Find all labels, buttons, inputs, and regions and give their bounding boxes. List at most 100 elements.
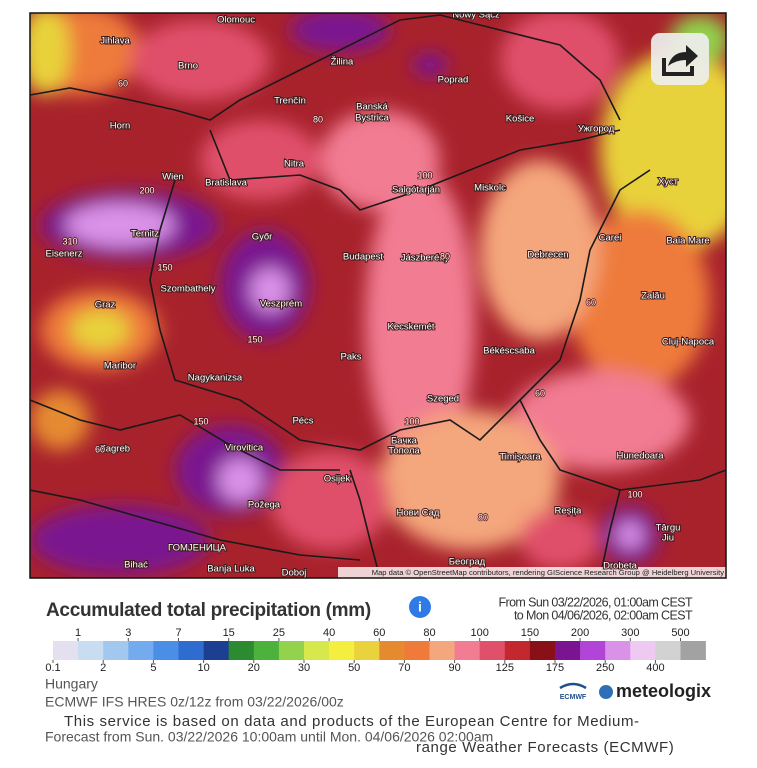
city-label: Reșița	[555, 506, 583, 517]
city-label: Jihlava	[100, 36, 130, 47]
contour-label: 60	[535, 388, 545, 398]
contour-label: 80	[440, 251, 450, 261]
legend-swatch	[128, 641, 154, 660]
disclaimer-line: This service is based on data and produc…	[64, 713, 640, 730]
legend-label: 30	[298, 662, 310, 674]
legend-label: 40	[323, 627, 335, 639]
legend-swatch	[278, 641, 305, 660]
city-label: Бачка	[391, 436, 418, 447]
city-label: Wien	[162, 172, 184, 183]
legend-label: 70	[398, 662, 410, 674]
legend-swatch	[555, 641, 581, 660]
attribution: Map data © OpenStreetMap contributors, r…	[372, 568, 724, 577]
city-label: Košice	[506, 114, 535, 125]
legend-swatch	[580, 641, 606, 660]
city-label: Топола	[388, 446, 420, 457]
legend-swatch	[329, 641, 355, 660]
legend-swatch	[178, 641, 204, 660]
city-label: Pécs	[292, 416, 313, 427]
city-label: Târgu	[656, 523, 681, 534]
legend-swatch	[203, 641, 229, 660]
legend-label: 7	[175, 627, 181, 639]
city-label: Eisenerz	[46, 249, 83, 260]
city-label: Miskolc	[474, 183, 506, 194]
legend-swatch	[655, 641, 681, 660]
precipitation-map: Map data © OpenStreetMap contributors, r…	[30, 10, 726, 578]
city-label: Jiu	[662, 533, 674, 544]
disclaimer-line: range Weather Forecasts (ECMWF)	[416, 739, 674, 756]
contour-label: 100	[417, 170, 432, 180]
city-label: Debrecen	[527, 250, 568, 261]
legend-swatch	[253, 641, 280, 660]
contour-label: 150	[157, 262, 172, 272]
legend-label: 300	[621, 627, 639, 639]
legend-swatch	[103, 641, 129, 660]
city-label: Graz	[95, 300, 116, 311]
legend-swatch	[379, 641, 405, 660]
city-label: Bihać	[124, 560, 148, 571]
city-label: Győr	[252, 232, 273, 243]
city-label: Београд	[449, 557, 486, 568]
city-label: Nowy Sącz	[452, 10, 500, 21]
legend-label: 500	[671, 627, 689, 639]
period-to: to Mon 04/06/2026, 02:00am CEST	[514, 608, 693, 622]
city-label: Osijek	[324, 474, 351, 485]
legend-label: 200	[571, 627, 589, 639]
contour-label: 100	[404, 416, 419, 426]
legend-label: 20	[248, 662, 260, 674]
brand-logo: meteologix	[616, 681, 711, 701]
legend-label: 100	[471, 627, 489, 639]
city-label: Veszprém	[260, 299, 302, 310]
legend-label: 3	[125, 627, 131, 639]
city-label: Maribor	[104, 361, 136, 372]
city-label: Cluj-Napoca	[662, 337, 715, 348]
region: Hungary	[45, 676, 98, 692]
legend-label: 90	[448, 662, 460, 674]
legend-label: 175	[546, 662, 564, 674]
info-label[interactable]: i	[418, 599, 422, 615]
legend-swatch	[228, 641, 255, 660]
legend-label: 10	[197, 662, 209, 674]
city-label: Bratislava	[205, 178, 247, 189]
contour-label: 150	[247, 334, 262, 344]
city-label: Nagykanizsa	[188, 373, 243, 384]
color-legend: 0.1 1 2 3 5 7 10 15 20 25 30 40 50 60 70 80 90 100 125 150 1…	[45, 627, 706, 674]
legend-swatch	[605, 641, 631, 660]
legend-swatch	[78, 641, 104, 660]
contour-label: 60	[118, 78, 128, 88]
period-from: From Sun 03/22/2026, 01:00am CEST	[498, 595, 692, 609]
city-label: ГОМЈЕНИЦА	[168, 543, 227, 554]
city-label: Salgótarján	[392, 185, 440, 196]
legend-swatch	[680, 641, 706, 660]
legend-label: 15	[223, 627, 235, 639]
city-label: Olomouc	[217, 15, 255, 26]
contour-label: 310	[62, 236, 77, 246]
city-label: Timișoara	[499, 452, 541, 463]
city-label: Trenčín	[274, 96, 306, 107]
legend-title: Accumulated total precipitation (mm)	[46, 600, 371, 621]
forecast-range: Forecast from Sun. 03/22/2026 10:00am un…	[45, 729, 493, 745]
info-icon[interactable]	[409, 596, 431, 618]
city-label: Békéscsaba	[483, 346, 535, 357]
city-label: Jászberény	[401, 253, 450, 264]
city-label: Szeged	[427, 394, 459, 405]
legend-label: 80	[423, 627, 435, 639]
contour-label: 150	[193, 416, 208, 426]
city-label: Ternitz	[131, 229, 159, 240]
model-run: ECMWF IFS HRES 0z/12z from 03/22/2026/00…	[45, 694, 344, 710]
city-label: Bystrica	[355, 113, 390, 124]
city-label: Virovitica	[225, 443, 264, 454]
city-label: Carei	[599, 233, 622, 244]
city-label: Zagreb	[100, 444, 130, 455]
legend-swatch	[429, 641, 455, 660]
legend-swatch	[304, 641, 330, 660]
legend-swatch	[504, 641, 531, 660]
city-label: Požega	[248, 500, 281, 511]
legend-label: 1	[75, 627, 81, 639]
city-label: Szombathely	[161, 284, 216, 295]
city-label: Nitra	[284, 159, 305, 170]
city-label: Ужгород	[578, 124, 615, 135]
city-label: Budapest	[343, 252, 384, 263]
legend-label: 400	[646, 662, 664, 674]
